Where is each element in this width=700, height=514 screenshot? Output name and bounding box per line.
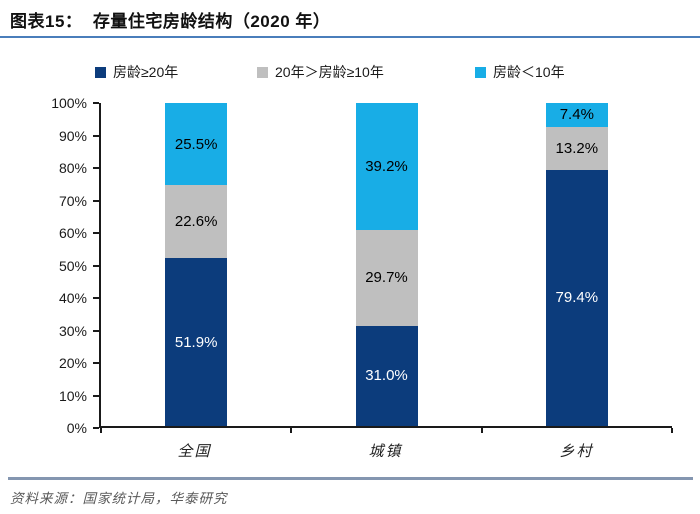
source-note: 资料来源：国家统计局，华泰研究 <box>10 491 228 506</box>
y-tick-label: 70% <box>58 192 87 209</box>
y-tick-label: 0% <box>66 420 87 436</box>
figure-title: 图表15： 存量住宅房龄结构（2020 年） <box>10 12 331 31</box>
y-tick-label: 10% <box>58 387 87 404</box>
bar-value-label: 31.0% <box>365 367 408 385</box>
y-tick-mark <box>93 167 99 169</box>
legend-swatch <box>95 66 106 78</box>
x-tick-mark <box>671 428 673 433</box>
bar-value-label: 22.6% <box>174 213 218 231</box>
bar-segment: 25.5% <box>165 103 228 186</box>
bar-value-label: 79.4% <box>555 289 599 307</box>
legend-item: 房龄≥20年 <box>95 62 257 82</box>
y-axis: 100% 90% 80% 70% 60% 50% 40% 30% 20% 10% 0% <box>0 96 99 435</box>
bar-segment: 79.4% <box>545 169 608 426</box>
x-tick-mark <box>480 428 483 433</box>
y-tick-label: 80% <box>58 160 87 176</box>
bar-segment: 39.2% <box>355 103 418 230</box>
x-axis-labels: 全国 城镇 乡村 <box>99 440 672 462</box>
title-rule <box>0 36 700 38</box>
footer-rule <box>8 477 693 480</box>
x-tick-mark <box>290 428 293 433</box>
x-axis-label: 城镇 <box>368 444 403 460</box>
y-tick-mark <box>93 329 99 332</box>
y-tick-mark <box>93 362 99 364</box>
y-tick-mark <box>93 264 99 267</box>
bar-segment: 13.2% <box>545 126 608 170</box>
legend-label: 房龄＜10年 <box>493 64 565 80</box>
legend-swatch <box>475 66 486 78</box>
y-tick-mark <box>93 134 99 137</box>
y-tick-mark <box>93 199 99 202</box>
legend-swatch <box>257 66 268 78</box>
bar-value-label: 7.4% <box>559 106 594 124</box>
legend-label: 20年＞房龄≥10年 <box>275 64 384 80</box>
y-tick-label: 40% <box>58 290 87 306</box>
plot: 51.9% 22.6% 25.5% 31.0% 29.7% 39.2% 79.4% 13.2%… <box>99 103 673 433</box>
x-axis-label: 乡村 <box>559 444 594 460</box>
y-tick-mark <box>93 102 99 104</box>
y-tick-mark <box>93 297 99 299</box>
bar-value-label: 25.5% <box>174 135 218 153</box>
y-tick-mark <box>93 427 99 429</box>
legend-label: 房龄≥20年 <box>113 64 179 80</box>
y-tick-label: 60% <box>58 225 87 241</box>
chart-legend: 房龄≥20年 20年＞房龄≥10年 房龄＜10年 <box>95 62 565 82</box>
y-tick-label: 90% <box>58 127 87 144</box>
bar-segment: 7.4% <box>545 103 608 127</box>
y-tick-label: 30% <box>58 322 87 339</box>
bar-value-label: 51.9% <box>174 333 218 351</box>
legend-item: 20年＞房龄≥10年 <box>257 62 475 82</box>
bar-value-label: 13.2% <box>555 139 599 157</box>
y-tick-mark <box>93 394 99 397</box>
y-tick-label: 50% <box>58 257 87 274</box>
bar-segment: 31.0% <box>355 325 418 426</box>
bar-segment: 29.7% <box>355 229 418 326</box>
bar-value-label: 39.2% <box>365 158 408 176</box>
legend-item: 房龄＜10年 <box>475 62 565 82</box>
y-tick-label: 20% <box>58 355 87 371</box>
y-tick-mark <box>93 232 99 234</box>
y-tick-label: 100% <box>51 95 87 111</box>
x-axis-label: 全国 <box>177 444 212 460</box>
x-tick-mark <box>100 428 102 433</box>
bar-segment: 22.6% <box>165 185 228 259</box>
bar-value-label: 29.7% <box>365 269 408 287</box>
bar-segment: 51.9% <box>165 258 228 426</box>
